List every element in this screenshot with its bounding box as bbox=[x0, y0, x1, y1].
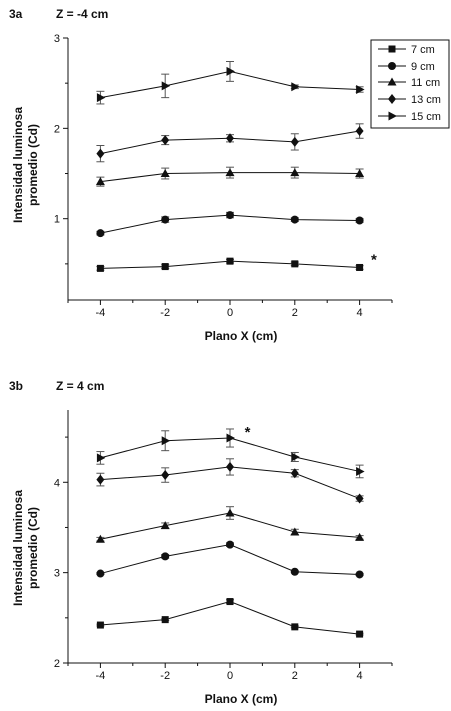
x-tick-label-3a: 2 bbox=[292, 307, 298, 319]
data-point-9cm-3a bbox=[96, 229, 105, 238]
y-axis-label-line2-3b: promedio (Cd) bbox=[26, 507, 40, 589]
x-tick-label-3a: 4 bbox=[357, 307, 363, 319]
data-point-7cm-3a bbox=[96, 264, 104, 272]
data-point-7cm-3b bbox=[291, 623, 299, 631]
data-point-15cm-3a bbox=[291, 82, 300, 92]
data-point-13cm-3b bbox=[290, 468, 299, 479]
y-tick-label-3a: 2 bbox=[54, 123, 60, 135]
y-tick-label-3b: 2 bbox=[54, 658, 60, 670]
series-9cm-3b-line bbox=[100, 544, 360, 575]
legend-label-7cm: 7 cm bbox=[411, 44, 435, 56]
data-point-11cm-3b bbox=[225, 508, 235, 517]
x-tick-label-3b: 4 bbox=[357, 670, 363, 682]
data-point-9cm-3b bbox=[290, 567, 299, 576]
data-point-7cm-3b bbox=[356, 630, 364, 638]
legend-label-13cm: 13 cm bbox=[411, 94, 441, 106]
significance-asterisk-3b: * bbox=[245, 424, 251, 441]
legend-3a: 7 cm 9 cm 11 cm 13 cm 15 cm bbox=[411, 44, 441, 123]
legend-label-15cm: 15 cm bbox=[411, 111, 441, 123]
x-axis-label-3b: Plano X (cm) bbox=[205, 692, 278, 706]
legend-marker-11cm bbox=[387, 77, 397, 86]
legend-label-11cm: 11 cm bbox=[411, 77, 440, 89]
data-point-13cm-3a bbox=[161, 135, 170, 146]
data-point-9cm-3b bbox=[226, 540, 234, 549]
data-point-11cm-3a bbox=[225, 168, 235, 177]
x-tick-label-3b: -2 bbox=[160, 670, 170, 682]
data-point-11cm-3b bbox=[160, 521, 170, 530]
data-point-7cm-3b bbox=[226, 598, 234, 606]
x-tick-label-3b: 2 bbox=[292, 670, 298, 682]
data-point-9cm-3a bbox=[290, 215, 299, 224]
x-tick-label-3b: 0 bbox=[227, 670, 233, 682]
data-point-9cm-3a bbox=[355, 216, 364, 225]
legend-marker-15cm bbox=[388, 111, 397, 121]
data-point-15cm-3b bbox=[291, 452, 300, 462]
data-point-11cm-3b bbox=[355, 532, 365, 541]
legend-marker-7cm bbox=[388, 45, 396, 53]
data-point-15cm-3a bbox=[226, 66, 235, 76]
data-point-15cm-3a bbox=[356, 84, 365, 94]
y-tick-label-3a: 1 bbox=[54, 214, 60, 226]
data-point-7cm-3a bbox=[161, 263, 169, 271]
y-axis-label-line1-3b: Intensidad luminosa bbox=[11, 490, 25, 606]
data-point-9cm-3a bbox=[226, 211, 234, 220]
x-tick-label-3a: -2 bbox=[160, 307, 170, 319]
data-point-11cm-3a bbox=[290, 168, 300, 177]
data-point-11cm-3b bbox=[290, 527, 300, 536]
data-point-15cm-3a bbox=[96, 93, 106, 103]
data-point-13cm-3a bbox=[96, 148, 105, 159]
data-point-13cm-3b bbox=[226, 461, 234, 472]
data-point-13cm-3b bbox=[96, 474, 105, 485]
data-point-9cm-3a bbox=[161, 215, 170, 224]
data-point-11cm-3a bbox=[355, 169, 365, 178]
data-point-13cm-3b bbox=[355, 493, 364, 504]
data-point-15cm-3b bbox=[226, 433, 235, 443]
panel-label-3a: 3a bbox=[9, 7, 23, 21]
data-point-7cm-3a bbox=[356, 263, 364, 271]
data-point-11cm-3a bbox=[160, 169, 170, 178]
data-point-9cm-3b bbox=[355, 570, 364, 579]
legend-label-9cm: 9 cm bbox=[411, 61, 435, 73]
y-axis-label-line1-3a: Intensidad luminosa bbox=[11, 107, 25, 223]
panel-title-3b: Z = 4 cm bbox=[56, 379, 104, 393]
x-tick-label-3a: -4 bbox=[96, 307, 106, 319]
data-point-15cm-3b bbox=[161, 436, 171, 446]
data-point-7cm-3a bbox=[226, 257, 234, 265]
data-point-13cm-3a bbox=[355, 126, 364, 137]
panel-title-3a: Z = -4 cm bbox=[56, 7, 108, 21]
data-point-13cm-3b bbox=[161, 470, 170, 481]
legend-box-3a bbox=[370, 39, 450, 129]
data-point-11cm-3a bbox=[95, 177, 105, 186]
y-axis-label-line2-3a: promedio (Cd) bbox=[26, 124, 40, 206]
data-point-15cm-3b bbox=[96, 453, 106, 463]
data-point-15cm-3a bbox=[161, 81, 171, 91]
series-7cm-3b-line bbox=[100, 601, 360, 635]
data-point-13cm-3a bbox=[290, 136, 299, 147]
data-point-7cm-3b bbox=[161, 616, 169, 624]
data-point-15cm-3b bbox=[356, 466, 365, 476]
significance-asterisk-3a: * bbox=[371, 251, 377, 268]
panel-label-3b: 3b bbox=[9, 379, 23, 393]
x-axis-label-3a: Plano X (cm) bbox=[205, 329, 278, 343]
y-tick-label-3b: 4 bbox=[54, 477, 60, 489]
legend-marker-9cm bbox=[388, 62, 396, 70]
x-tick-label-3a: 0 bbox=[227, 307, 233, 319]
legend-marker-13cm bbox=[388, 94, 396, 104]
data-point-7cm-3b bbox=[96, 621, 104, 629]
y-tick-label-3b: 3 bbox=[54, 568, 60, 580]
data-point-11cm-3b bbox=[95, 534, 105, 543]
data-point-9cm-3b bbox=[96, 569, 105, 578]
x-tick-label-3b: -4 bbox=[96, 670, 106, 682]
data-point-7cm-3a bbox=[291, 260, 299, 268]
data-point-13cm-3a bbox=[226, 133, 234, 144]
data-point-9cm-3b bbox=[161, 552, 170, 561]
y-tick-label-3a: 3 bbox=[54, 33, 60, 45]
